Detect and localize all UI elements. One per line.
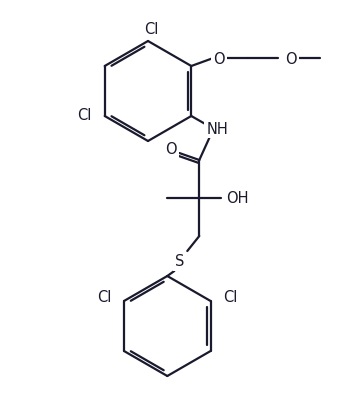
Text: Cl: Cl bbox=[144, 21, 158, 36]
Text: O: O bbox=[166, 141, 177, 156]
Text: Cl: Cl bbox=[78, 107, 92, 122]
Text: Cl: Cl bbox=[97, 290, 111, 305]
Text: OH: OH bbox=[226, 191, 249, 206]
Text: O: O bbox=[285, 52, 297, 66]
Text: Cl: Cl bbox=[223, 290, 238, 305]
Text: O: O bbox=[214, 52, 225, 66]
Text: S: S bbox=[175, 254, 184, 269]
Text: NH: NH bbox=[206, 121, 228, 136]
